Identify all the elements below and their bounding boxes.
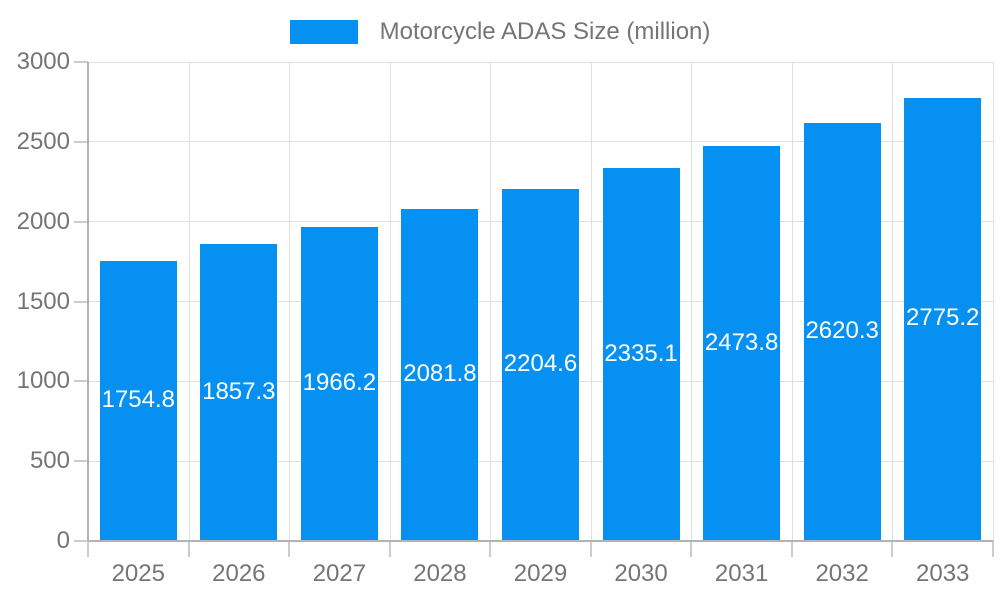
legend-swatch [289,20,358,44]
bar-value-label: 2473.8 [704,328,779,356]
y-tick-mark [74,140,88,143]
bar[interactable] [300,227,378,541]
x-tick-label: 2027 [312,560,367,587]
y-tick-label: 0 [56,527,70,554]
legend-label: Motorcycle ADAS Size (million) [379,18,711,45]
x-axis-line [88,540,993,542]
y-tick-label: 2000 [16,207,70,235]
x-tick-mark [891,541,894,557]
bar[interactable] [904,97,982,541]
bar[interactable] [703,146,781,541]
h-gridline [88,61,993,63]
v-gridline [993,62,994,541]
bar-value-label: 2775.2 [906,304,980,332]
bar-value-label: 2335.1 [604,339,678,367]
y-tick-mark [74,300,88,303]
bar-value-label: 2204.6 [503,349,578,377]
x-tick-mark [790,541,793,557]
bar-value-label: 1857.3 [202,377,276,405]
bar-value-label: 1966.2 [302,369,377,397]
bar-value-label: 1754.8 [101,385,175,413]
x-tick-mark [288,541,291,557]
y-tick-mark [74,460,88,463]
y-tick-mark [74,540,88,542]
bar[interactable] [401,208,479,541]
x-tick-mark [87,541,89,557]
bar[interactable] [602,168,680,541]
x-tick-label: 2026 [212,560,266,587]
y-tick-label: 500 [29,447,70,475]
x-tick-label: 2025 [111,560,165,587]
x-tick-mark [388,541,391,557]
x-tick-label: 2029 [513,560,568,587]
y-tick-mark [74,380,88,383]
y-tick-mark [74,61,88,63]
x-tick-mark [992,541,994,557]
x-tick-mark [489,541,492,557]
bar-value-label: 2081.8 [403,359,477,387]
legend[interactable]: Motorcycle ADAS Size (million) [0,18,1000,46]
bar[interactable] [803,122,881,541]
y-tick-label: 3000 [16,48,70,75]
x-tick-mark [690,541,693,557]
x-tick-label: 2028 [413,560,467,587]
h-gridline [88,141,993,143]
x-tick-label: 2033 [916,560,970,587]
bar-value-label: 2620.3 [805,316,879,344]
y-tick-label: 1500 [16,287,70,315]
y-axis-line [87,62,89,541]
x-tick-mark [187,541,190,557]
y-tick-label: 1000 [16,367,70,395]
y-tick-label: 2500 [16,127,70,155]
x-tick-label: 2031 [714,560,769,587]
y-tick-mark [74,220,88,223]
x-tick-label: 2030 [614,560,668,587]
bar[interactable] [200,244,278,541]
x-tick-mark [589,541,592,557]
bar[interactable] [502,188,579,541]
x-tick-label: 2032 [815,560,869,587]
bar[interactable] [99,260,177,541]
